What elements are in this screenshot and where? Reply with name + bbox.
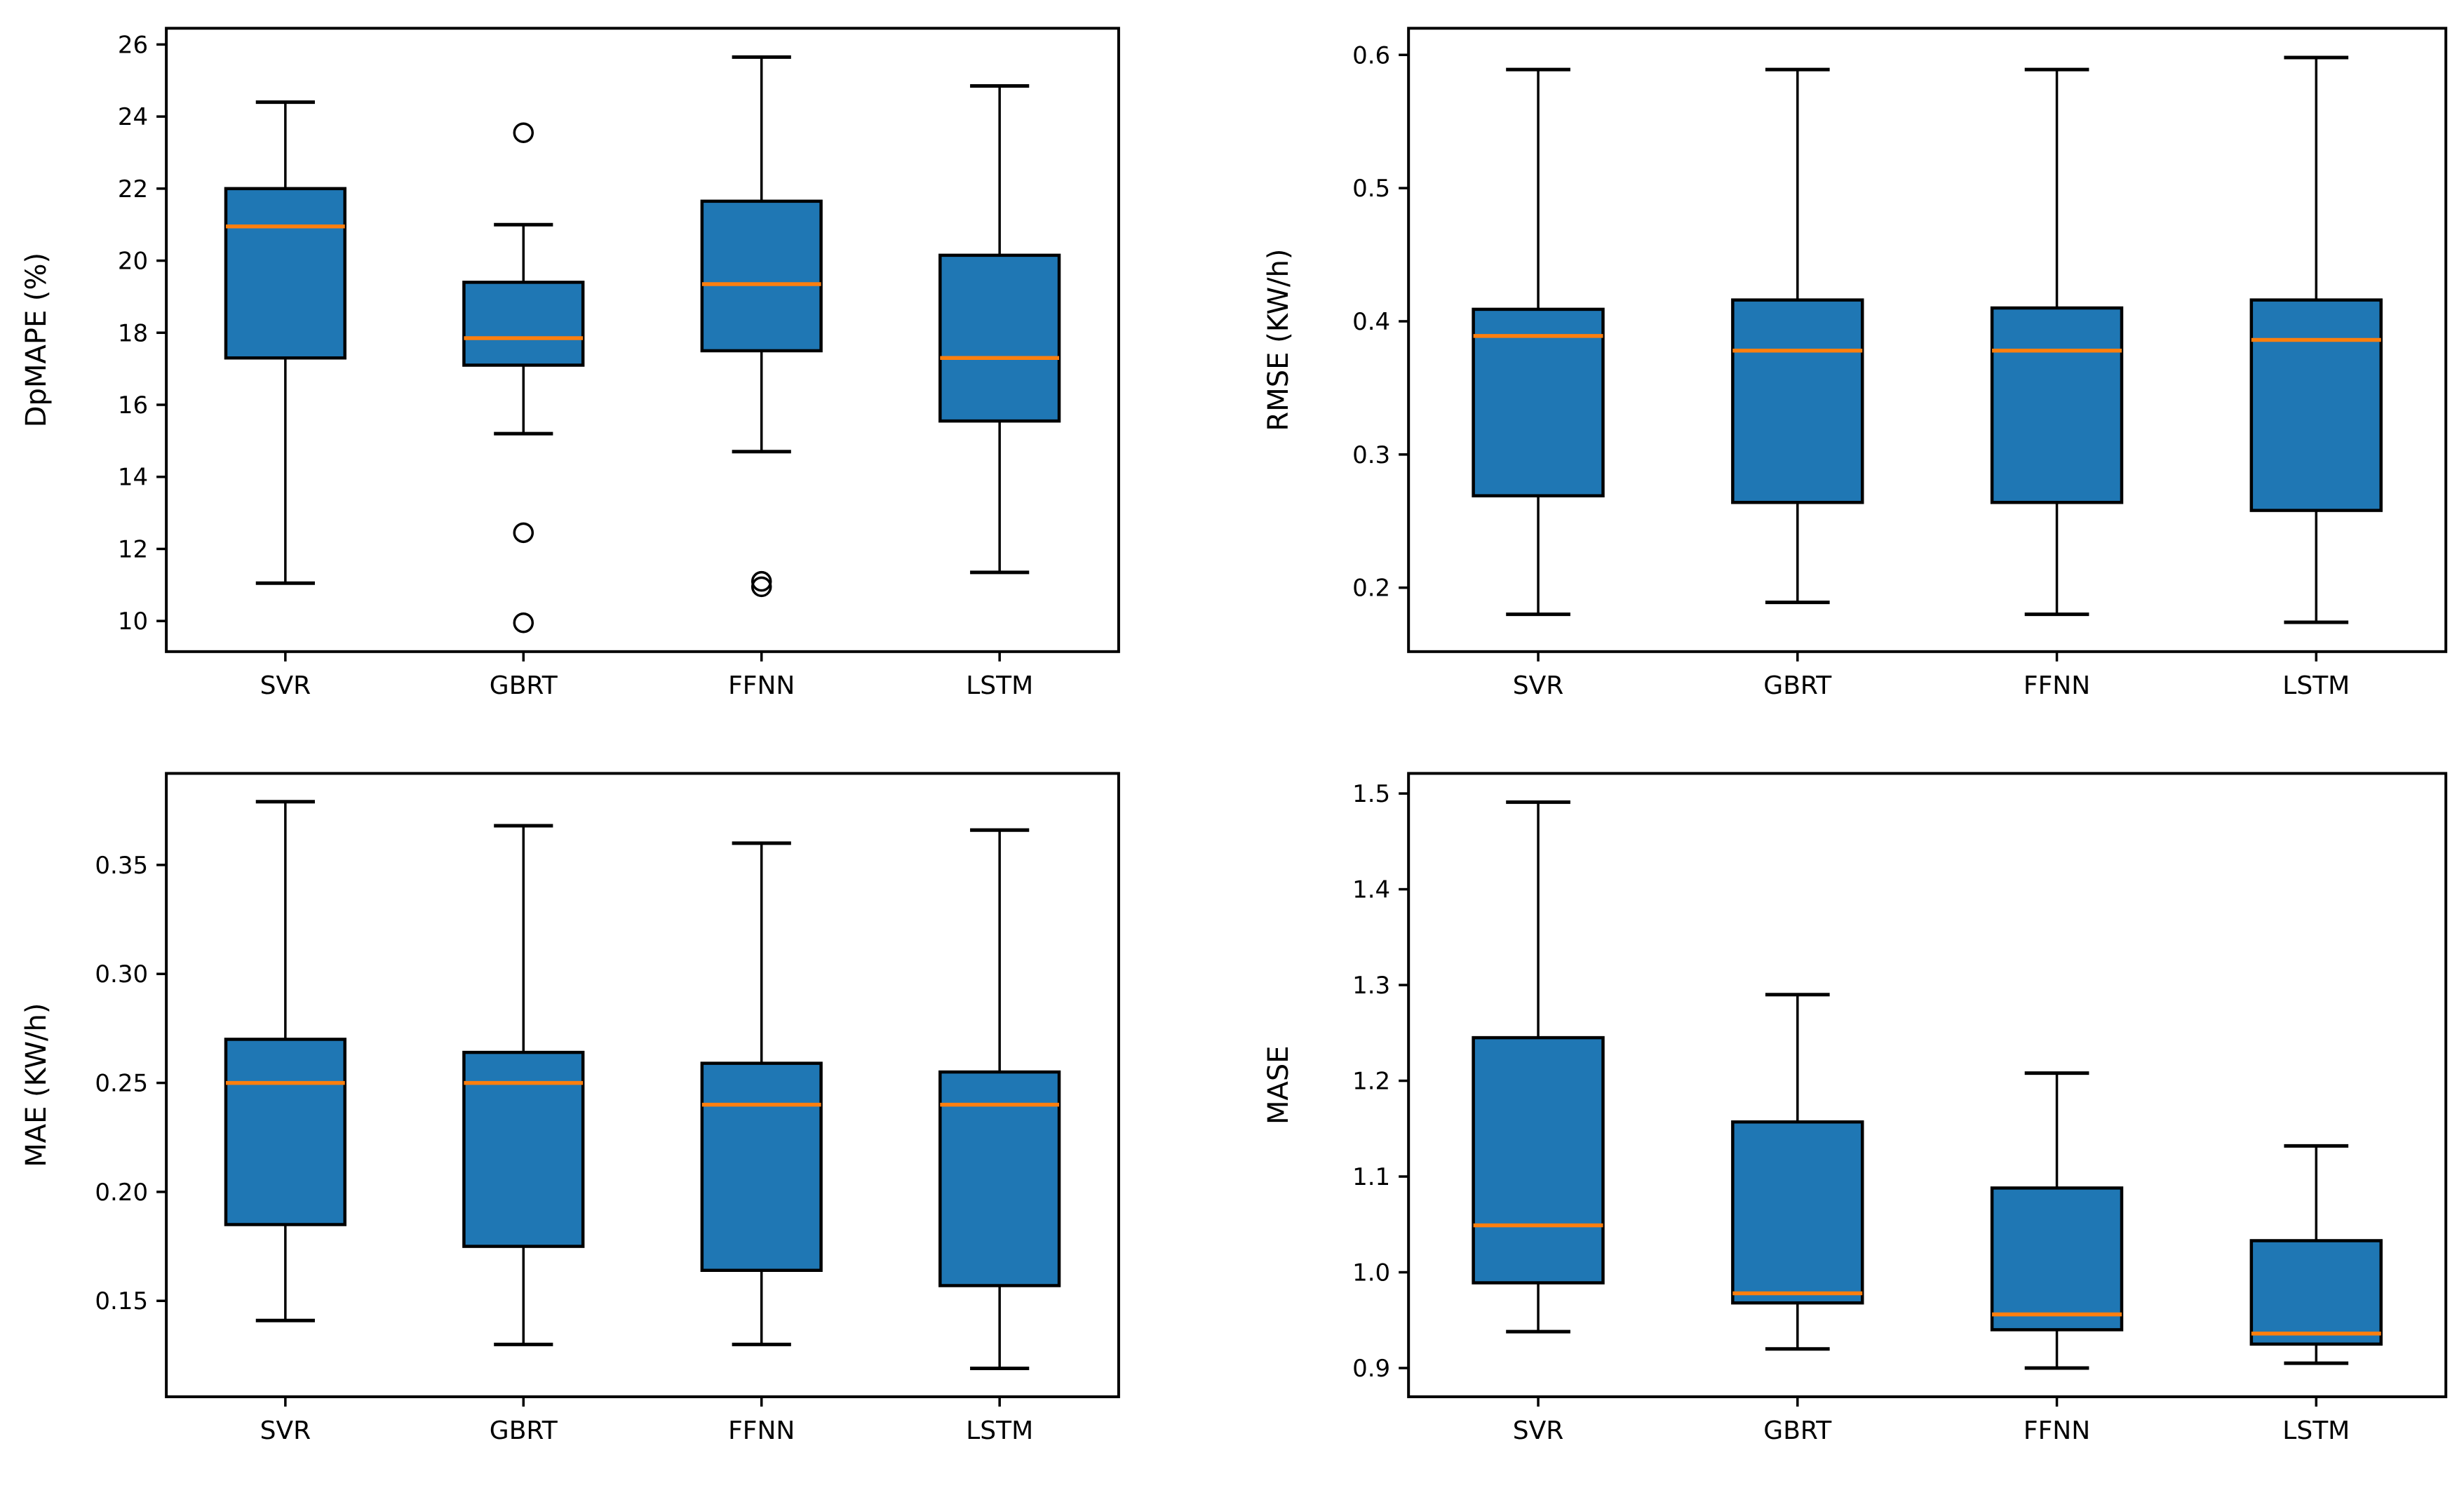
iqr-box-lstm bbox=[2251, 300, 2381, 511]
x-tick-label: SVR bbox=[1512, 671, 1563, 700]
y-axis-label: MASE bbox=[1263, 1046, 1295, 1125]
y-tick-label: 1.1 bbox=[1352, 1163, 1390, 1191]
y-tick-label: 12 bbox=[118, 535, 148, 563]
boxplot-rmse: 0.2 0.3 0.4 0.5 0.6 RMSE (KW/h) SVR GBRT FFNN LST… bbox=[1232, 0, 2464, 744]
x-tick-label: FFNN bbox=[728, 1416, 795, 1445]
x-tick-label: LSTM bbox=[966, 1416, 1033, 1445]
x-tick-label: GBRT bbox=[1763, 671, 1832, 700]
y-tick-label: 10 bbox=[118, 608, 148, 636]
y-tick-label: 16 bbox=[118, 391, 148, 420]
y-tick-label: 1.3 bbox=[1352, 972, 1390, 1000]
outlier-point bbox=[514, 614, 532, 632]
x-tick-label: FFNN bbox=[2023, 671, 2089, 700]
x-tick-label: LSTM bbox=[2282, 1416, 2350, 1445]
iqr-box-gbrt bbox=[464, 282, 583, 365]
y-tick-label: 18 bbox=[118, 319, 148, 347]
y-tick-label: 0.15 bbox=[95, 1288, 148, 1316]
x-tick-label: SVR bbox=[260, 671, 311, 700]
iqr-box-ffnn bbox=[702, 1064, 821, 1271]
chart-cell-dpmape: 10 12 14 16 18 20 22 24 26 DpMAPE (%) SVR GBRT FFNN L… bbox=[0, 0, 1232, 744]
chart-cell-rmse: 0.2 0.3 0.4 0.5 0.6 RMSE (KW/h) SVR GBRT FFNN LST… bbox=[1232, 0, 2464, 744]
iqr-box-ffnn bbox=[1992, 308, 2122, 502]
y-tick-label: 22 bbox=[118, 175, 148, 203]
x-tick-label: LSTM bbox=[966, 671, 1033, 700]
iqr-box-svr bbox=[226, 189, 345, 358]
iqr-box-gbrt bbox=[1732, 300, 1862, 503]
y-tick-label: 1.0 bbox=[1352, 1259, 1390, 1287]
x-tick-label: GBRT bbox=[490, 1416, 558, 1445]
x-tick-label: FFNN bbox=[728, 671, 795, 700]
y-tick-label: 20 bbox=[118, 248, 148, 276]
y-axis-label: MAE (KW/h) bbox=[20, 1003, 53, 1167]
y-tick-label: 0.6 bbox=[1352, 41, 1390, 69]
y-tick-label: 1.4 bbox=[1352, 876, 1390, 904]
x-tick-label: GBRT bbox=[1763, 1416, 1832, 1445]
iqr-box-ffnn bbox=[1992, 1188, 2122, 1330]
x-tick-label: SVR bbox=[260, 1416, 311, 1445]
x-tick-label: GBRT bbox=[490, 671, 558, 700]
y-tick-label: 0.25 bbox=[95, 1070, 148, 1098]
y-tick-label: 0.35 bbox=[95, 852, 148, 880]
y-tick-label: 0.9 bbox=[1352, 1355, 1390, 1383]
y-tick-label: 1.2 bbox=[1352, 1068, 1390, 1096]
x-tick-label: LSTM bbox=[2282, 671, 2350, 700]
y-tick-label: 0.2 bbox=[1352, 575, 1390, 603]
y-tick-label: 0.30 bbox=[95, 961, 148, 989]
x-tick-label: FFNN bbox=[2023, 1416, 2089, 1445]
y-tick-label: 0.4 bbox=[1352, 308, 1390, 336]
outlier-point bbox=[514, 523, 532, 542]
boxplot-dpmape: 10 12 14 16 18 20 22 24 26 DpMAPE (%) SVR GBRT FFNN L… bbox=[0, 0, 1232, 744]
y-axis-label: RMSE (KW/h) bbox=[1263, 249, 1295, 431]
y-axis-label: DpMAPE (%) bbox=[20, 253, 53, 427]
chart-cell-mase: 0.9 1.0 1.1 1.2 1.3 1.4 1.5 MASE SVR GBRT FFNN LSTM bbox=[1232, 744, 2464, 1487]
y-tick-label: 14 bbox=[118, 464, 148, 492]
boxplot-mae: 0.15 0.20 0.25 0.30 0.35 MAE (KW/h) SVR GBRT FFN… bbox=[0, 744, 1232, 1487]
y-tick-label: 24 bbox=[118, 103, 148, 131]
y-tick-label: 0.5 bbox=[1352, 175, 1390, 203]
iqr-box-svr bbox=[226, 1040, 345, 1225]
chart-cell-mae: 0.15 0.20 0.25 0.30 0.35 MAE (KW/h) SVR GBRT FFN… bbox=[0, 744, 1232, 1487]
iqr-box-lstm bbox=[2251, 1241, 2381, 1344]
boxplot-mase: 0.9 1.0 1.1 1.2 1.3 1.4 1.5 MASE SVR GBRT FFNN LSTM bbox=[1232, 744, 2464, 1487]
iqr-box-lstm bbox=[940, 255, 1059, 421]
y-tick-label: 0.20 bbox=[95, 1179, 148, 1207]
iqr-box-gbrt bbox=[1732, 1122, 1862, 1303]
y-tick-label: 26 bbox=[118, 31, 148, 59]
outlier-point bbox=[514, 123, 532, 142]
x-tick-label: SVR bbox=[1512, 1416, 1563, 1445]
iqr-box-ffnn bbox=[702, 201, 821, 351]
y-tick-label: 1.5 bbox=[1352, 780, 1390, 808]
iqr-box-svr bbox=[1473, 1038, 1603, 1282]
y-tick-label: 0.3 bbox=[1352, 441, 1390, 469]
